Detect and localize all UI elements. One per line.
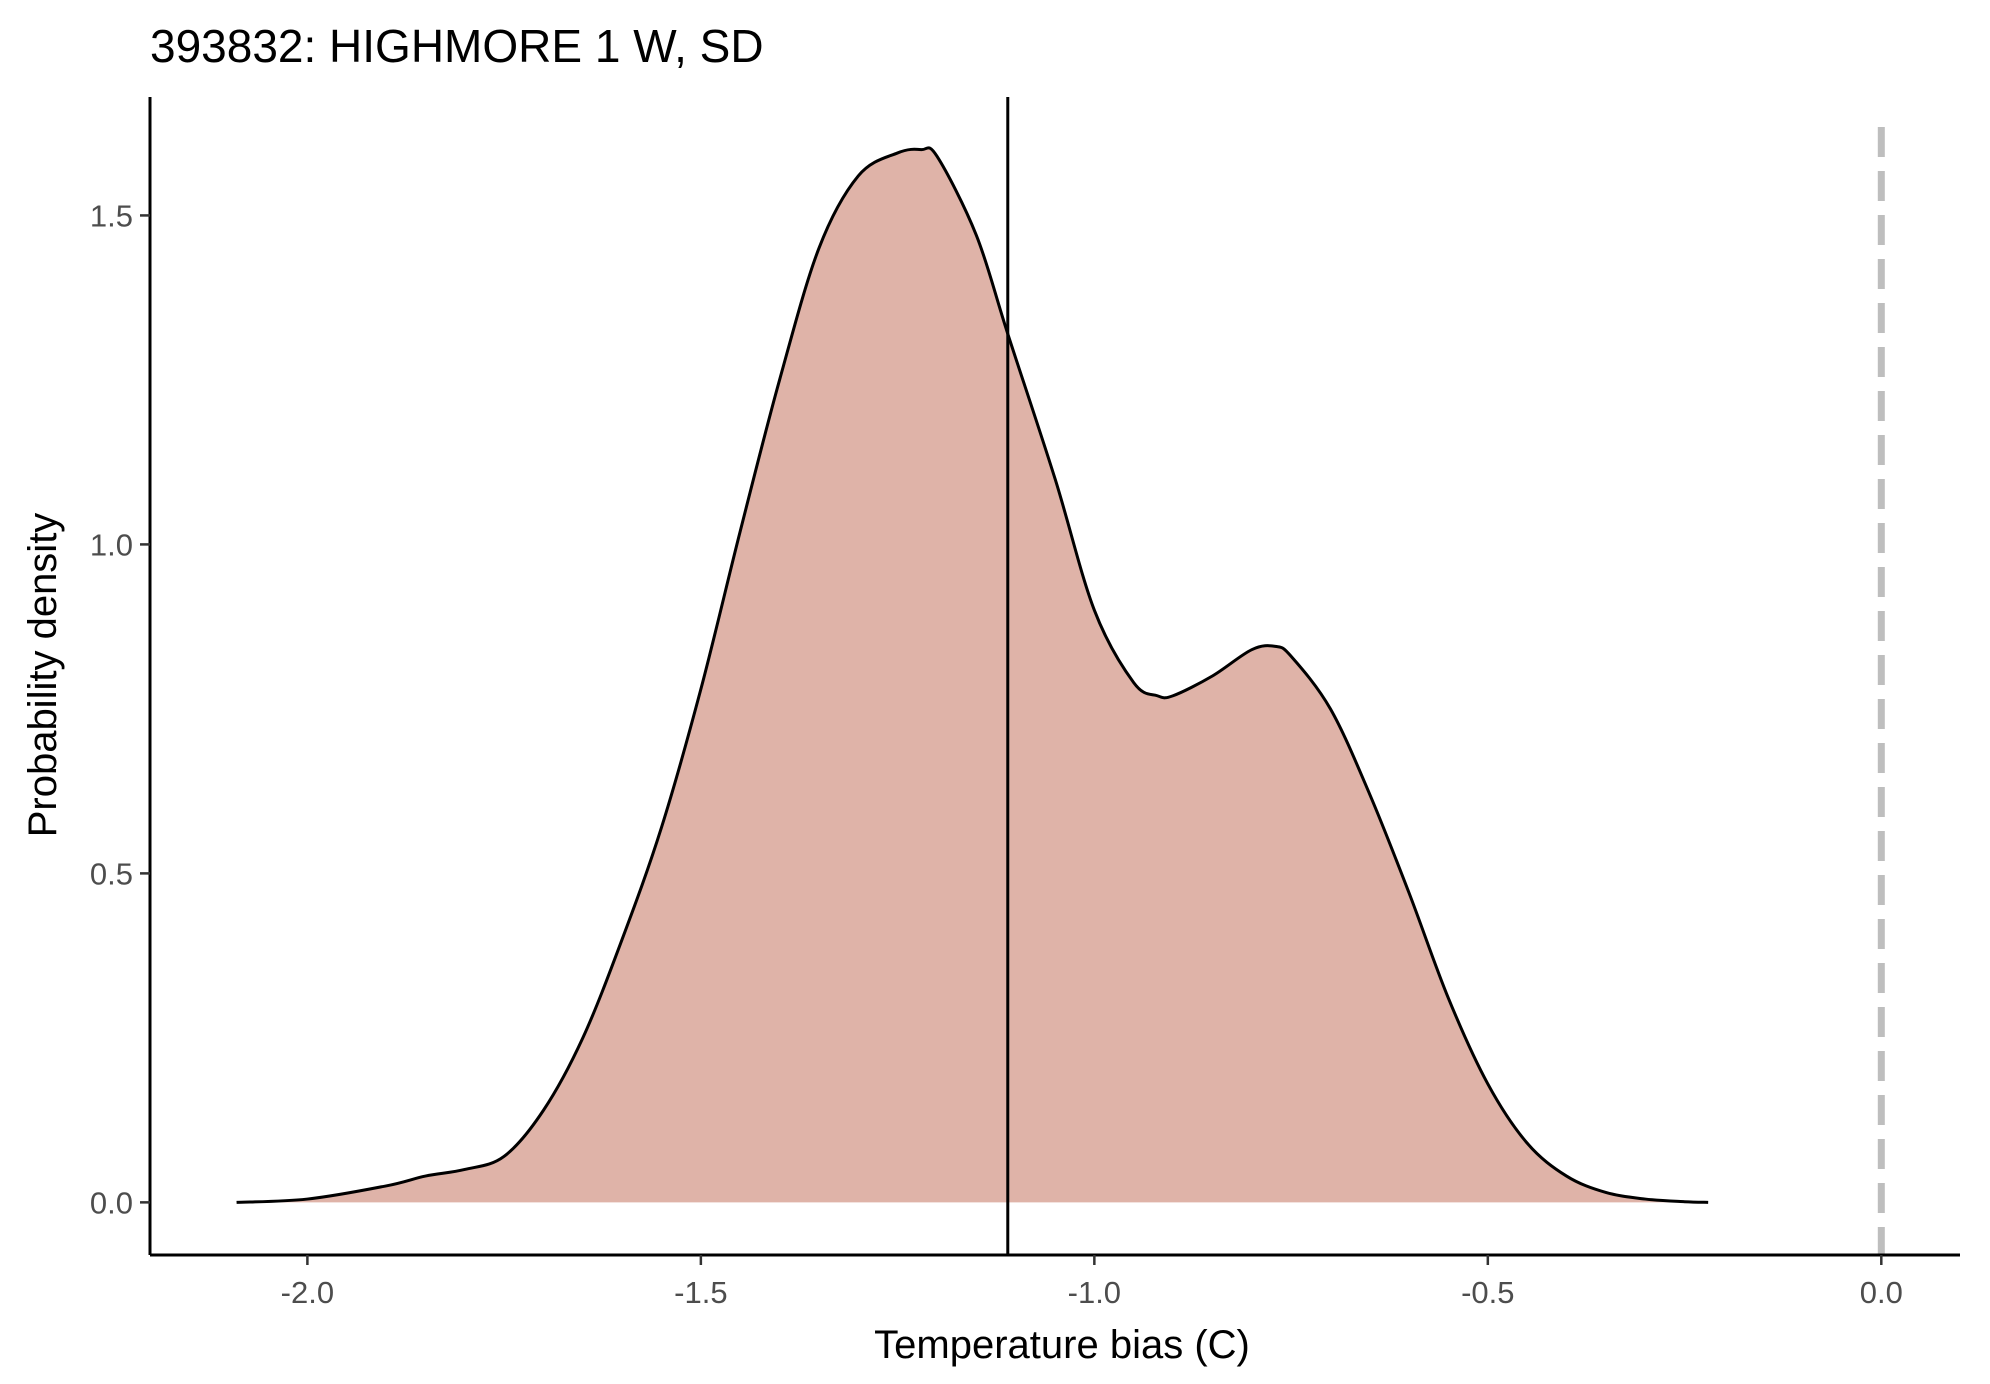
y-tick-label: 1.5	[90, 198, 133, 233]
y-axis-label: Probability density	[21, 513, 65, 838]
x-tick-label: 0.0	[1860, 1275, 1903, 1310]
y-tick-label: 0.0	[90, 1185, 133, 1220]
density-area	[236, 147, 1709, 1203]
x-tick-label: -0.5	[1461, 1275, 1514, 1310]
chart-title: 393832: HIGHMORE 1 W, SD	[150, 20, 764, 72]
plot-area	[236, 97, 1885, 1255]
y-tick-label: 1.0	[90, 527, 133, 562]
x-axis-ticks: -2.0 -1.5 -1.0 -0.5 0.0	[281, 1255, 1903, 1310]
y-tick-label: 0.5	[90, 856, 133, 891]
x-tick-label: -1.5	[674, 1275, 727, 1310]
x-tick-label: -2.0	[281, 1275, 334, 1310]
y-axis-ticks: 0.0 0.5 1.0 1.5	[90, 198, 150, 1220]
x-axis-label: Temperature bias (C)	[874, 1323, 1250, 1367]
x-tick-label: -1.0	[1068, 1275, 1121, 1310]
